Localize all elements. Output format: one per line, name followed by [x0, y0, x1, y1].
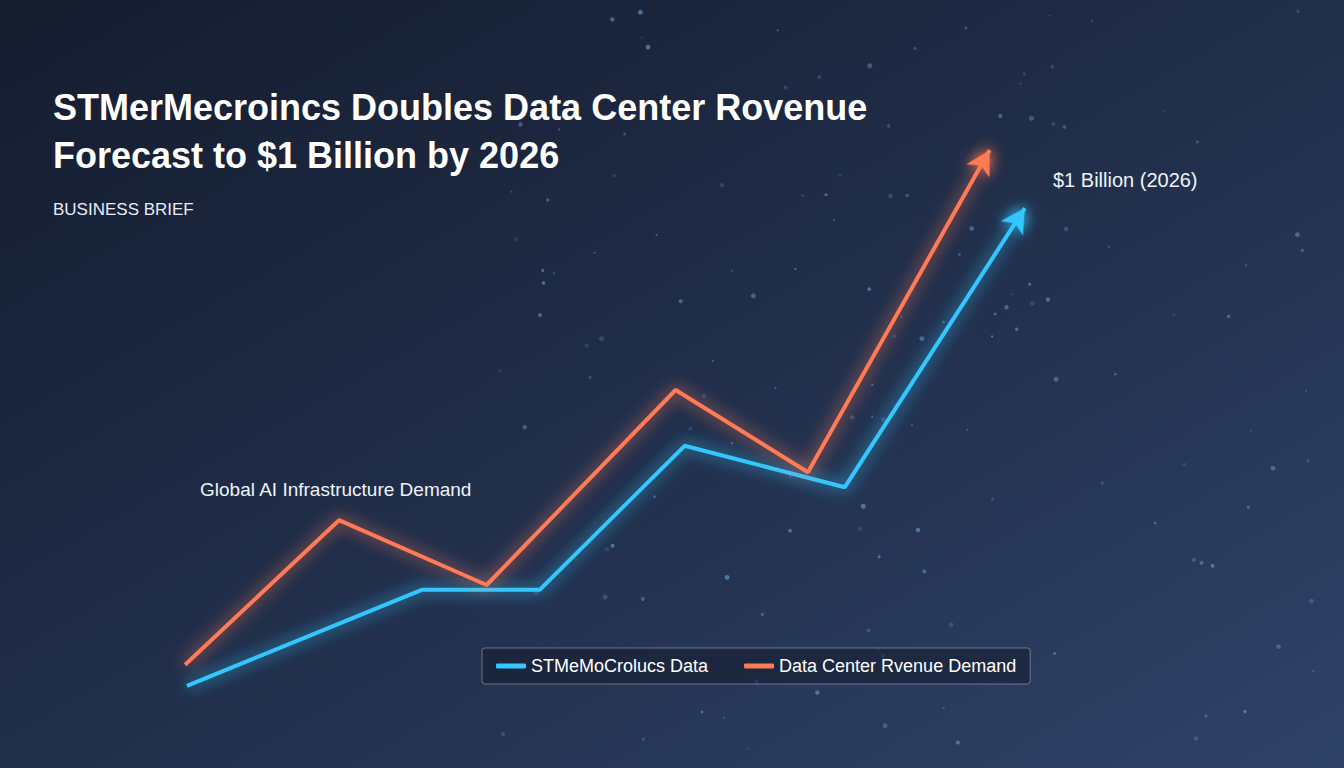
svg-text:Forecast to $1 Billion by 2026: Forecast to $1 Billion by 2026 [53, 135, 559, 176]
svg-text:Data Center Rvenue Demand: Data Center Rvenue Demand [779, 656, 1016, 676]
svg-text:STMerMecroincs Doubles Data Ce: STMerMecroincs Doubles Data Center Roven… [53, 87, 867, 128]
svg-text:$1 Billion (2026): $1 Billion (2026) [1053, 169, 1198, 191]
svg-text:Global AI Infrastructure Deman: Global AI Infrastructure Demand [200, 479, 471, 500]
svg-text:STMeMoCrolucs Data: STMeMoCrolucs Data [531, 656, 709, 676]
svg-text:BUSINESS BRIEF: BUSINESS BRIEF [53, 200, 194, 219]
